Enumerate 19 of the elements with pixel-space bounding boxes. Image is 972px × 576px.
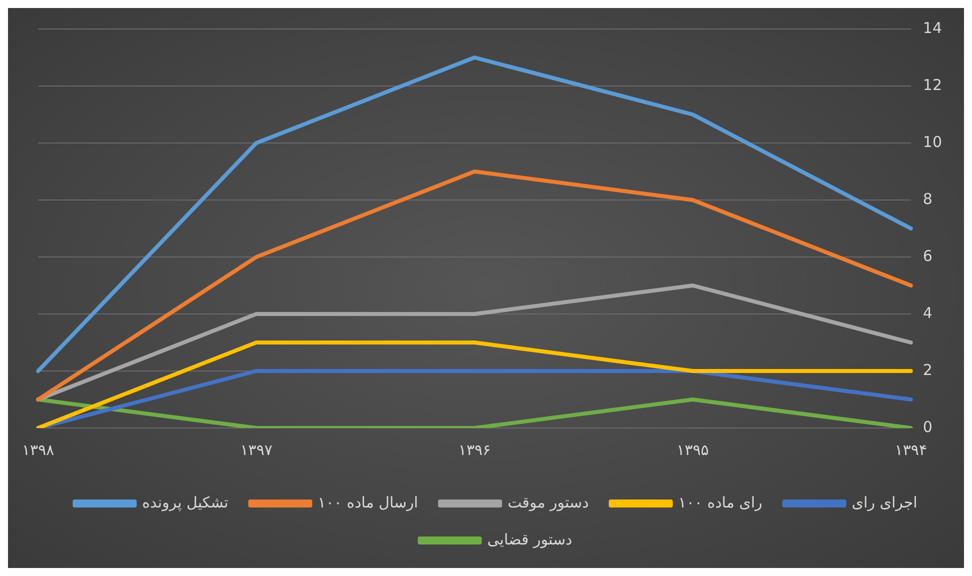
y-tick-label: 0 — [922, 418, 932, 436]
x-tick-label: ۱۳۹۶ — [458, 440, 491, 459]
y-tick-label: 6 — [922, 246, 932, 265]
x-tick-label: ۱۳۹۷ — [240, 440, 272, 459]
legend-label: اجرای رای — [852, 493, 918, 512]
y-tick-label: 8 — [922, 190, 932, 208]
y-tick-label: 4 — [922, 304, 932, 322]
x-tick-label: ۱۳۹۸ — [22, 440, 54, 459]
legend-label: رای ماده ۱۰۰ — [678, 493, 762, 512]
x-tick-label: ۱۳۹۴ — [894, 440, 928, 459]
y-tick-label: 2 — [922, 360, 932, 379]
legend-label: ارسال ماده ۱۰۰ — [318, 493, 418, 512]
y-tick-label: 14 — [922, 18, 942, 37]
y-tick-label: 12 — [922, 76, 942, 94]
legend-label: دستور موقت — [508, 493, 589, 512]
legend-label: تشکیل پرونده — [142, 493, 228, 512]
x-tick-label: ۱۳۹۵ — [676, 440, 709, 459]
y-tick-label: 10 — [922, 132, 942, 151]
legend-label: دستور قضایی — [487, 530, 572, 548]
